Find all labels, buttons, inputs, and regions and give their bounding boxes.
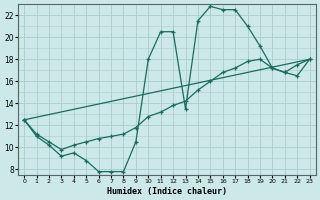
X-axis label: Humidex (Indice chaleur): Humidex (Indice chaleur) (107, 187, 227, 196)
